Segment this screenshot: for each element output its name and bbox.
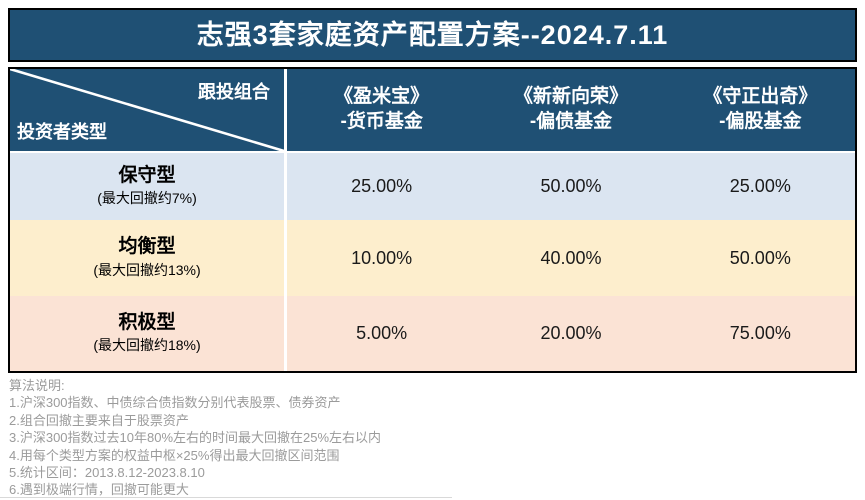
column-headers: 《盈米宝》 -货币基金 《新新向荣》 -偏债基金 《守正出奇》 -偏股基金: [287, 69, 855, 151]
table-row-conservative: 保守型 (最大回撤约7%) 25.00% 50.00% 25.00%: [10, 153, 855, 220]
row-label-aggressive: 积极型 (最大回撤约18%): [10, 296, 287, 371]
allocation-value: 50.00%: [540, 176, 602, 196]
note-item: 3.沪深300指数过去10年80%左右的时间最大回撤在25%左右以内: [9, 430, 382, 446]
column-subtitle: -偏股基金: [719, 111, 802, 132]
column-subtitle: -偏债基金: [529, 111, 613, 132]
allocation-value: 75.00%: [729, 323, 791, 343]
allocation-value: 40.00%: [540, 247, 602, 268]
column-name: 《新新向荣》: [513, 86, 628, 108]
table-row-aggressive: 积极型 (最大回撤约18%) 5.00% 20.00% 75.00%: [10, 296, 855, 371]
row-values: 10.00% 40.00% 50.00%: [287, 220, 855, 296]
gridline-rule: [0, 497, 452, 498]
column-subtitle: -货币基金: [340, 111, 423, 132]
diagonal-line: [10, 69, 284, 151]
note-item: 4.用每个类型方案的权益中枢×25%得出最大回撤区间范围: [9, 447, 340, 463]
note-item: 2.组合回撤主要来自于股票资产: [9, 412, 189, 428]
page: 志强3套家庭资产配置方案--2024.7.11 跟投组合 投资者类型 《盈米宝》…: [8, 8, 857, 499]
allocation-value: 25.00%: [351, 176, 413, 196]
allocation-value: 50.00%: [729, 247, 791, 268]
allocation-value: 10.00%: [351, 247, 413, 268]
corner-label-investor-type: 投资者类型: [17, 122, 107, 142]
row-values: 25.00% 50.00% 25.00%: [287, 153, 855, 220]
row-label-conservative: 保守型 (最大回撤约7%): [10, 153, 287, 220]
allocation-value: 20.00%: [540, 323, 602, 343]
allocation-value: 25.00%: [729, 176, 791, 196]
row-drawdown-label: (最大回撤约18%): [93, 337, 201, 354]
row-type-label: 积极型: [118, 311, 176, 333]
row-label-balanced: 均衡型 (最大回撤约13%): [10, 220, 287, 296]
row-drawdown-label: (最大回撤约13%): [93, 261, 201, 278]
allocation-table: 跟投组合 投资者类型 《盈米宝》 -货币基金 《新新向荣》 -偏债基金 《守正出…: [8, 67, 857, 373]
diagonal-corner-cell: 跟投组合 投资者类型: [10, 69, 287, 151]
corner-label-portfolio: 跟投组合: [198, 82, 270, 102]
row-type-label: 均衡型: [118, 236, 176, 258]
column-name: 《盈米宝》: [334, 86, 430, 108]
notes-heading: 算法说明:: [9, 378, 65, 393]
note-item: 5.统计区间：2013.8.12-2023.8.10: [9, 465, 205, 481]
column-header-xinxinxiangrong: 《新新向荣》 -偏债基金: [476, 69, 665, 151]
row-type-label: 保守型: [118, 164, 176, 186]
note-item: 1.沪深300指数、中债综合债指数分别代表股票、债券资产: [9, 395, 341, 411]
row-drawdown-label: (最大回撤约7%): [97, 190, 197, 207]
page-title: 志强3套家庭资产配置方案--2024.7.11: [8, 8, 857, 62]
column-header-shouzhengchuqi: 《守正出奇》 -偏股基金: [666, 69, 855, 151]
allocation-value: 5.00%: [356, 323, 408, 343]
column-header-yingmibao: 《盈米宝》 -货币基金: [287, 69, 476, 151]
note-item: 6.遇到极端行情，回撤可能更大: [9, 482, 189, 498]
row-values: 5.00% 20.00% 75.00%: [287, 296, 855, 371]
column-name: 《守正出奇》: [703, 86, 818, 108]
table-header-row: 跟投组合 投资者类型 《盈米宝》 -货币基金 《新新向荣》 -偏债基金 《守正出…: [10, 69, 855, 153]
algorithm-notes: 算法说明: 1.沪深300指数、中债综合债指数分别代表股票、债券资产 2.组合回…: [8, 377, 857, 499]
table-row-balanced: 均衡型 (最大回撤约13%) 10.00% 40.00% 50.00%: [10, 220, 855, 296]
